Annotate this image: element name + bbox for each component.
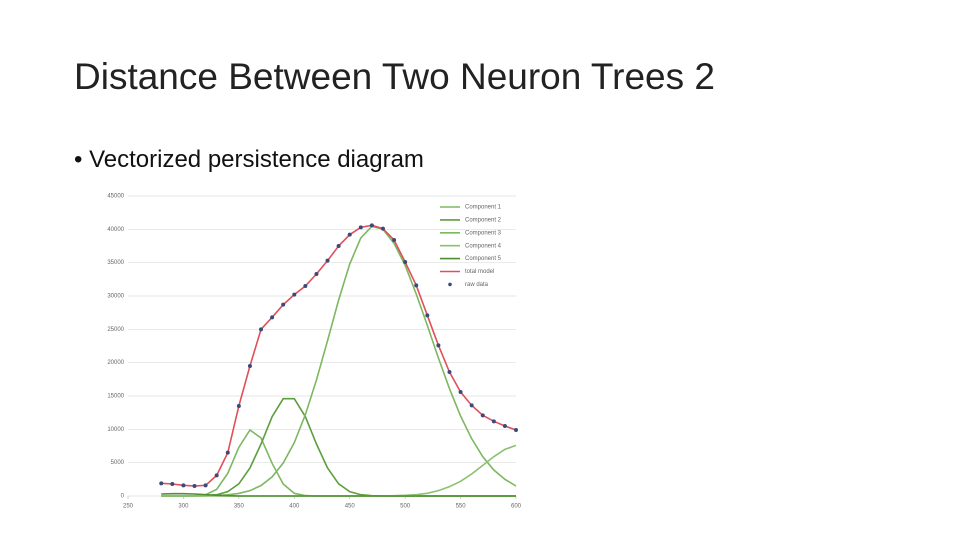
data-point <box>458 390 463 394</box>
series-line <box>161 224 517 487</box>
bullet-text: Vectorized persistence diagram <box>89 146 424 173</box>
data-point <box>358 225 363 230</box>
data-point <box>247 364 252 368</box>
y-tick-label: 0 <box>121 494 125 500</box>
series-line <box>161 492 516 497</box>
x-tick-label: 400 <box>289 504 300 510</box>
data-point <box>214 473 219 478</box>
data-point <box>414 283 419 288</box>
data-point <box>469 403 474 408</box>
y-tick-label: 40000 <box>107 227 124 233</box>
data-point <box>369 223 374 228</box>
legend-label: raw data <box>465 282 489 288</box>
y-tick-label: 30000 <box>107 294 124 300</box>
data-point <box>325 258 330 263</box>
y-tick-label: 10000 <box>107 427 124 433</box>
data-point <box>181 483 186 488</box>
legend-label: Component 4 <box>465 243 502 249</box>
data-point <box>192 484 197 488</box>
data-point <box>380 226 385 231</box>
y-tick-label: 5000 <box>111 460 125 466</box>
slide-title: Distance Between Two Neuron Trees 2 <box>74 56 715 97</box>
y-tick-label: 45000 <box>107 194 124 200</box>
data-point <box>292 292 297 297</box>
data-point <box>480 413 485 418</box>
legend-label: Component 5 <box>465 256 502 262</box>
data-point <box>502 424 507 428</box>
legend-label: Component 1 <box>465 205 502 211</box>
x-tick-label: 300 <box>178 504 189 510</box>
data-point <box>425 313 430 318</box>
bullet-dot: • <box>74 146 90 173</box>
legend-label: Component 3 <box>465 230 502 236</box>
legend-swatch <box>448 282 452 287</box>
x-tick-label: 600 <box>511 504 522 510</box>
bullet-item: • Vectorized persistence diagram <box>74 146 424 174</box>
x-tick-label: 350 <box>234 504 245 510</box>
data-point <box>336 244 341 248</box>
data-point <box>447 370 452 374</box>
x-tick-label: 550 <box>456 504 467 510</box>
data-point <box>170 482 175 486</box>
data-point <box>514 428 518 432</box>
data-point <box>314 272 319 276</box>
x-tick-label: 500 <box>400 504 411 510</box>
data-point <box>259 327 264 332</box>
legend-label: Component 2 <box>465 217 502 223</box>
legend-label: total model <box>465 269 494 275</box>
data-point <box>203 483 208 488</box>
data-point <box>159 481 164 486</box>
data-point <box>491 419 496 424</box>
data-point <box>236 404 241 408</box>
y-tick-label: 25000 <box>107 327 124 333</box>
data-point <box>270 315 275 320</box>
y-tick-label: 35000 <box>107 260 124 266</box>
series-line <box>161 397 516 497</box>
data-point <box>281 302 286 307</box>
data-point <box>403 260 408 264</box>
data-point <box>436 343 441 348</box>
data-point <box>225 450 230 455</box>
series-line <box>161 225 517 497</box>
data-point <box>392 238 397 242</box>
x-tick-label: 250 <box>123 504 134 510</box>
data-point <box>347 232 352 237</box>
data-point <box>303 284 308 288</box>
series-line <box>161 444 517 497</box>
x-tick-label: 450 <box>345 504 356 510</box>
y-tick-label: 20000 <box>107 360 124 366</box>
y-tick-label: 15000 <box>107 394 124 400</box>
